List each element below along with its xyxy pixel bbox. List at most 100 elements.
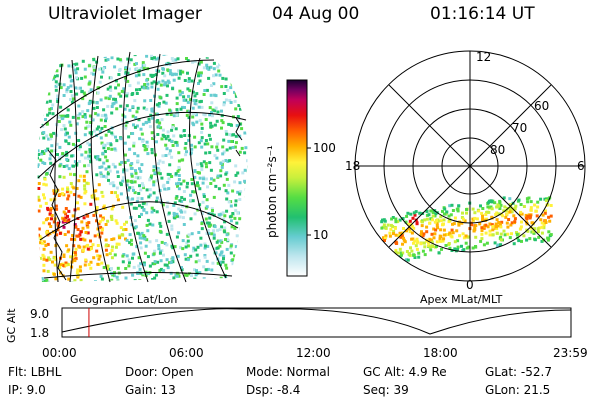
image-pixel [140, 197, 144, 201]
image-pixel [125, 220, 128, 224]
image-pixel [46, 242, 50, 246]
image-pixel [135, 200, 139, 203]
image-pixel [542, 226, 546, 230]
image-pixel [66, 108, 70, 112]
image-pixel [139, 246, 143, 250]
image-pixel [204, 244, 207, 248]
image-pixel [199, 99, 203, 103]
image-pixel [89, 157, 92, 161]
image-pixel [143, 145, 147, 148]
image-pixel [204, 162, 208, 165]
image-pixel [41, 104, 44, 108]
image-pixel [235, 280, 239, 282]
image-pixel [76, 116, 80, 120]
image-pixel [85, 223, 89, 227]
image-pixel [242, 61, 246, 65]
image-pixel [171, 87, 175, 91]
image-pixel [212, 229, 216, 233]
image-pixel [211, 261, 215, 265]
image-pixel [510, 210, 514, 214]
image-pixel [51, 76, 55, 80]
image-pixel [45, 278, 49, 282]
image-pixel [96, 197, 100, 201]
image-pixel [134, 116, 138, 120]
image-pixel [140, 132, 144, 136]
image-pixel [70, 100, 74, 104]
image-pixel [239, 252, 243, 256]
image-pixel [439, 219, 443, 223]
image-pixel [65, 153, 69, 157]
image-pixel [179, 134, 183, 138]
image-pixel [72, 244, 76, 248]
image-pixel [237, 240, 241, 244]
image-pixel [156, 260, 160, 264]
image-pixel [221, 145, 225, 149]
image-pixel [90, 71, 94, 75]
image-pixel [88, 148, 92, 152]
image-pixel [168, 149, 172, 153]
image-pixel [206, 66, 209, 70]
image-pixel [172, 78, 176, 82]
image-pixel [209, 93, 213, 97]
image-pixel [199, 236, 203, 240]
image-pixel [233, 254, 237, 258]
image-pixel [246, 159, 248, 163]
image-pixel [193, 94, 197, 98]
image-pixel [208, 137, 212, 141]
image-pixel [200, 168, 204, 172]
image-pixel [166, 130, 170, 134]
image-pixel [149, 73, 153, 77]
image-pixel [151, 137, 155, 140]
image-pixel [62, 124, 66, 127]
image-pixel [480, 229, 484, 232]
image-pixel [158, 172, 162, 176]
image-pixel [486, 225, 490, 229]
image-pixel [83, 133, 87, 137]
image-pixel [55, 74, 59, 78]
image-pixel [533, 227, 537, 231]
image-pixel [127, 188, 131, 192]
image-pixel [495, 211, 499, 215]
image-pixel [422, 232, 426, 236]
image-pixel [433, 220, 437, 224]
image-pixel [157, 124, 161, 128]
image-pixel [128, 233, 132, 237]
image-pixel [430, 244, 434, 248]
image-pixel [184, 257, 188, 261]
image-pixel [209, 121, 213, 125]
image-pixel [130, 167, 134, 170]
image-pixel [116, 279, 120, 282]
image-pixel [227, 183, 231, 187]
image-pixel [519, 210, 523, 214]
image-pixel [193, 175, 197, 179]
image-pixel [92, 129, 96, 133]
image-pixel [248, 244, 251, 247]
image-pixel [230, 225, 234, 229]
image-pixel [57, 115, 61, 119]
image-pixel [206, 229, 210, 233]
image-pixel [206, 185, 209, 189]
image-pixel [204, 177, 208, 181]
image-pixel [382, 236, 385, 240]
image-pixel [45, 64, 48, 68]
image-pixel [502, 196, 506, 200]
image-pixel [457, 223, 461, 227]
image-pixel [222, 257, 225, 261]
image-pixel [60, 128, 64, 132]
image-pixel [408, 253, 412, 257]
image-pixel [73, 68, 77, 72]
image-pixel [81, 110, 85, 114]
image-pixel [219, 262, 222, 266]
image-pixel [159, 83, 163, 87]
image-pixel [95, 127, 99, 131]
image-pixel [111, 245, 114, 249]
image-pixel [223, 226, 227, 230]
image-pixel [214, 278, 218, 282]
image-pixel [250, 103, 253, 106]
image-pixel [128, 108, 132, 112]
image-pixel [90, 195, 94, 199]
image-pixel [165, 93, 169, 97]
image-pixel [235, 57, 239, 61]
image-pixel [436, 226, 440, 230]
image-pixel [164, 101, 168, 105]
